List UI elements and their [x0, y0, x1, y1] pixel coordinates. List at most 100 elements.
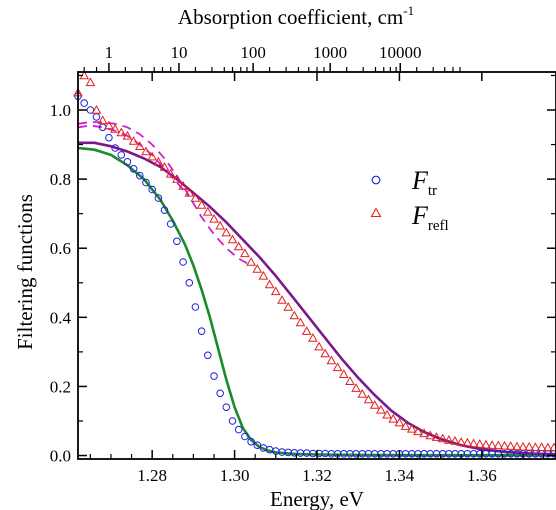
refl-point: [474, 439, 485, 448]
tr-point: [315, 449, 323, 458]
refl-point: [308, 333, 318, 342]
y-tick-label: 0.2: [50, 377, 71, 396]
tr-point: [185, 279, 194, 287]
refl-point: [97, 115, 108, 125]
refl-point: [258, 270, 269, 280]
refl-point: [264, 279, 275, 289]
legend: Ftr Frefl: [370, 166, 449, 234]
refl-point: [85, 77, 96, 87]
refl-point: [320, 348, 331, 358]
refl-point: [221, 227, 232, 237]
refl-point: [202, 206, 213, 216]
tr-point: [105, 133, 113, 142]
markers-layer: [73, 70, 556, 458]
tr-point: [148, 185, 156, 194]
refl-point: [431, 432, 442, 441]
refl-point: [190, 193, 201, 202]
plot-frame: [77, 71, 556, 460]
refl-point: [289, 310, 300, 320]
refl-point: [134, 141, 145, 150]
refl-point: [499, 440, 510, 450]
tr-point: [160, 206, 169, 214]
refl-point: [233, 241, 244, 251]
tr-point: [129, 165, 138, 173]
refl-point: [456, 437, 467, 446]
refl-point: [369, 400, 380, 409]
refl-point: [406, 423, 417, 433]
refl-point: [351, 383, 361, 392]
refl-point: [357, 388, 368, 398]
tr-point: [383, 450, 391, 458]
tr-point: [123, 158, 132, 166]
refl-point: [505, 441, 516, 450]
refl-point: [437, 433, 448, 443]
refl-point: [326, 355, 337, 365]
refl-point: [462, 437, 473, 447]
refl-point: [487, 440, 497, 449]
refl-point: [549, 442, 556, 452]
refl-point: [425, 430, 436, 440]
refl-point: [413, 426, 423, 436]
refl-point: [215, 220, 226, 230]
refl-point: [542, 442, 553, 452]
refl-point: [468, 438, 479, 448]
legend-label-refl: Frefl: [411, 201, 449, 234]
refl-point: [332, 362, 343, 372]
refl-point: [301, 326, 312, 335]
refl-point: [419, 428, 429, 438]
x-tick-label: 1.28: [137, 466, 167, 485]
refl-point: [512, 441, 522, 451]
refl-point: [104, 120, 114, 130]
refl-point: [122, 130, 133, 140]
tr-point: [241, 432, 249, 441]
refl-point: [376, 404, 386, 414]
refl-point: [196, 199, 207, 209]
tr-point: [197, 327, 206, 336]
y-tick-label: 0.0: [50, 447, 71, 466]
y-tick-label: 1.0: [50, 101, 71, 120]
legend-label-tr: Ftr: [411, 166, 437, 199]
refl-point: [394, 417, 405, 427]
refl-point: [295, 317, 306, 327]
curve-5: [77, 124, 190, 198]
refl-point: [178, 180, 188, 190]
refl-point: [153, 156, 164, 166]
tr-point: [117, 151, 126, 159]
tr-point: [191, 303, 200, 311]
refl-point: [209, 213, 219, 223]
tr-point: [136, 171, 144, 180]
tr-point: [80, 99, 88, 107]
refl-point: [165, 168, 176, 178]
x-axis-title: Energy, eV: [270, 487, 364, 510]
tr-point: [166, 220, 175, 228]
refl-point: [270, 286, 281, 296]
y-axis-title: Filtering functions: [13, 194, 37, 350]
refl-point: [388, 413, 399, 423]
refl-point: [524, 441, 535, 451]
refl-point: [116, 127, 127, 137]
refl-point: [128, 136, 139, 145]
refl-point: [338, 369, 349, 378]
curves-layer: [77, 121, 556, 457]
tr-point: [92, 113, 101, 121]
tr-point: [210, 372, 218, 380]
refl-point: [159, 161, 170, 171]
x-tick-label: 1.32: [302, 466, 332, 485]
refl-point: [493, 440, 504, 450]
refl-point: [147, 151, 158, 161]
tr-point: [228, 417, 237, 425]
curve-3: [78, 141, 556, 456]
refl-point: [277, 295, 287, 304]
tr-point: [513, 450, 521, 458]
tr-point: [445, 450, 453, 458]
curve-2: [77, 146, 556, 457]
refl-point: [172, 174, 182, 183]
tr-point: [234, 425, 243, 434]
tr-point: [179, 258, 187, 266]
refl-point: [110, 123, 120, 133]
tr-point: [476, 450, 484, 458]
y-tick-label: 0.8: [50, 170, 71, 189]
refl-point: [252, 263, 263, 273]
refl-point: [444, 434, 454, 444]
